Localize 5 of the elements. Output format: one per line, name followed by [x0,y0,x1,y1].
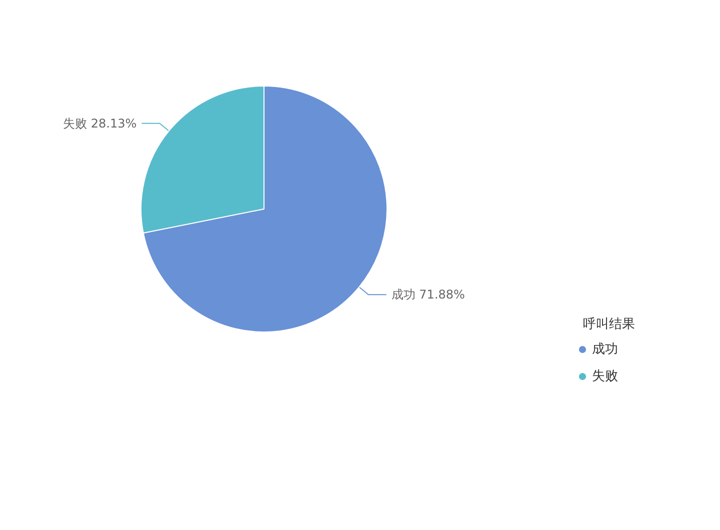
category-label: 失败 28.13% [63,116,137,130]
legend-label: 失败 [592,369,618,384]
category-label: 成功 71.88% [391,288,465,302]
legend-title: 呼叫结果 [583,317,635,332]
legend-label: 成功 [592,342,618,357]
